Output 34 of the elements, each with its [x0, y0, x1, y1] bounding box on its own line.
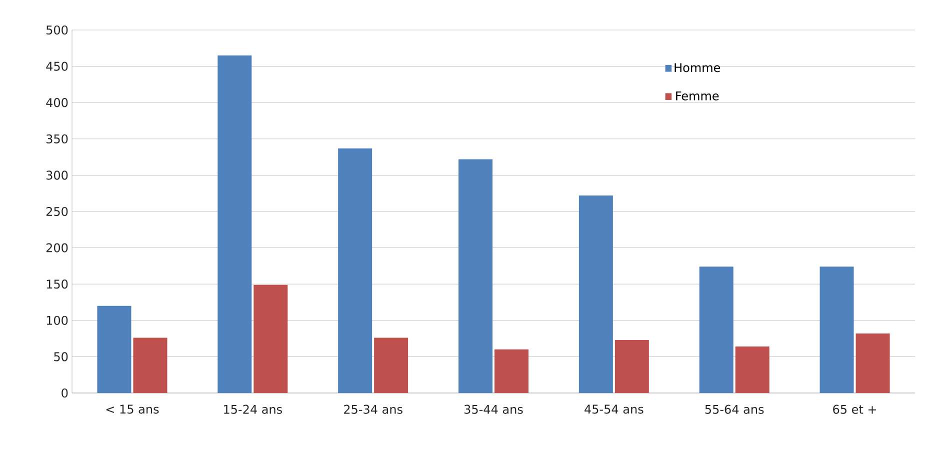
- legend-label: Homme: [674, 63, 720, 72]
- y-tick-label: 50: [54, 352, 68, 362]
- y-tick-label: 300: [46, 170, 68, 180]
- y-tick-label: 200: [46, 243, 68, 252]
- bar: [856, 333, 890, 393]
- y-tick-label: 150: [46, 280, 68, 289]
- bar: [578, 196, 613, 393]
- x-tick-label: 35-44 ans: [464, 404, 523, 414]
- y-tick-label: 350: [46, 134, 68, 144]
- bar: [820, 266, 854, 393]
- y-tick-label: 400: [46, 98, 68, 108]
- bar: [254, 284, 288, 393]
- x-tick-label: 65 et +: [833, 404, 876, 414]
- x-tick-label: 45-54 ans: [584, 404, 644, 414]
- bar: [494, 349, 529, 393]
- legend-label: Femme: [676, 91, 719, 100]
- bar: [374, 338, 408, 393]
- y-tick-label: 0: [62, 388, 68, 398]
- y-tick-label: 500: [46, 25, 68, 35]
- bar: [458, 159, 493, 393]
- bar: [699, 266, 734, 393]
- bar: [97, 306, 132, 393]
- bar: [735, 346, 770, 393]
- y-tick-label: 100: [46, 316, 68, 325]
- x-tick-label: < 15 ans: [106, 404, 159, 414]
- bar: [218, 55, 252, 393]
- bar: [133, 338, 168, 393]
- bar: [338, 148, 372, 393]
- bar: [614, 340, 649, 393]
- y-tick-label: 250: [46, 206, 68, 216]
- x-tick-label: 55-64 ans: [705, 404, 764, 414]
- x-tick-label: 15-24 ans: [224, 404, 282, 414]
- x-tick-label: 25-34 ans: [344, 404, 402, 414]
- y-tick-label: 450: [46, 62, 68, 71]
